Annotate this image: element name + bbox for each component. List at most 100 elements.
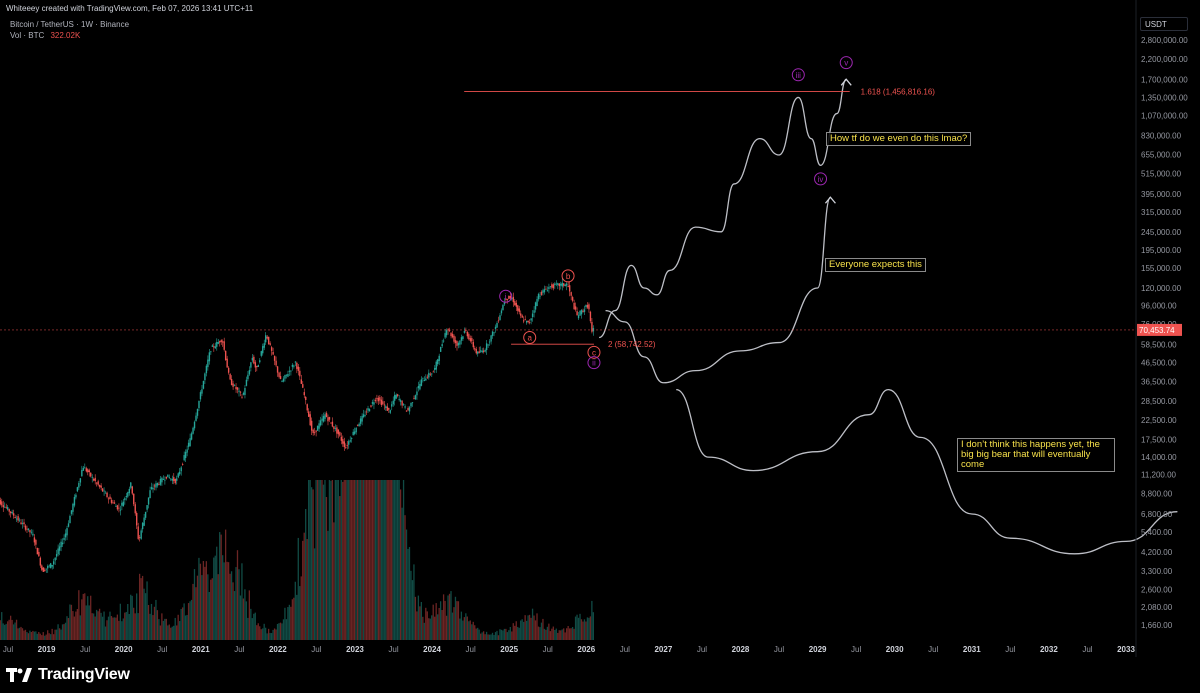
candle-body — [58, 546, 61, 551]
volume-bar — [494, 632, 497, 640]
candle-body — [269, 343, 271, 345]
volume-bar — [345, 480, 347, 640]
wave-label-ii: ii — [592, 359, 596, 368]
candle-body — [0, 499, 1, 505]
candle-body — [445, 330, 448, 336]
price-tick-label: 155,000.00 — [1141, 264, 1182, 273]
volume-bar — [121, 621, 123, 640]
currency-selector[interactable]: USDT — [1140, 17, 1188, 31]
volume-bar — [100, 612, 102, 640]
candle-body — [315, 430, 317, 432]
candle-body — [20, 522, 22, 525]
candle-body — [385, 406, 387, 408]
volume-bar — [586, 617, 589, 640]
candle-body — [395, 394, 397, 399]
candle-body — [11, 511, 13, 514]
candle-body — [267, 336, 270, 344]
note-expected: Everyone expects this — [825, 258, 926, 272]
volume-bar — [405, 529, 408, 640]
candle-body — [12, 513, 15, 516]
volume-bar — [330, 480, 332, 640]
candle-body — [413, 398, 415, 399]
volume-bar — [410, 570, 412, 640]
volume-bar — [528, 614, 531, 640]
volume-bar — [88, 605, 90, 640]
volume-bar — [278, 623, 280, 640]
candle-body — [8, 509, 10, 512]
candle-body — [500, 310, 503, 314]
volume-bar — [339, 496, 341, 640]
volume-bar — [202, 560, 205, 640]
candle-body — [75, 494, 77, 498]
volume-bar — [226, 561, 228, 640]
candle-body — [457, 343, 460, 346]
price-chart[interactable]: 1.618 (1,456,816.16) 2 (58,742.52) i a b c ii… — [0, 0, 1200, 660]
candle-body — [93, 478, 95, 481]
time-tick-label: 2028 — [732, 645, 750, 654]
volume-value: 322.02K — [50, 31, 81, 40]
wave-label-b: b — [566, 272, 571, 281]
candle-body — [76, 487, 79, 492]
candle-body — [371, 402, 374, 404]
time-axis[interactable]: Jul 2019 Jul 2020 Jul 2021 Jul 2022 Jul 2023 Jul 20… — [3, 645, 1136, 654]
tradingview-logo[interactable]: TradingView — [6, 666, 130, 684]
volume-bar — [181, 607, 184, 640]
volume-bar — [580, 619, 583, 640]
candle-body — [373, 402, 375, 405]
price-tick-label: 11,200.00 — [1141, 471, 1177, 480]
price-axis[interactable]: 2,800,000.00 2,200,000.00 1,700,000.00 1,35… — [0, 0, 1188, 657]
price-tick-label: 195,000.00 — [1141, 246, 1182, 255]
price-tick-label: 96,000.00 — [1141, 302, 1177, 311]
wave-label-circle — [523, 330, 537, 344]
price-tick-label: 2,800,000.00 — [1141, 36, 1188, 45]
projection-layer — [598, 78, 1178, 555]
candle-body — [313, 432, 316, 434]
volume-bar — [233, 591, 236, 640]
time-tick-label: 2026 — [577, 645, 595, 654]
candle-body — [411, 402, 414, 404]
volume-label: Vol · BTC — [10, 31, 45, 40]
volume-bar — [312, 489, 314, 640]
volume-bar — [543, 628, 546, 640]
candle-body — [85, 468, 87, 472]
volume-bar — [253, 613, 255, 640]
volume-bar — [439, 601, 442, 640]
volume-bar — [186, 614, 188, 640]
candle-body — [220, 340, 222, 342]
volume-bar — [379, 480, 381, 640]
wave-label-circle — [561, 269, 575, 283]
volume-bar — [112, 617, 114, 640]
volume-bar — [158, 619, 160, 640]
volume-bar — [84, 593, 86, 640]
volume-bar — [472, 621, 474, 640]
candle-body — [263, 343, 265, 348]
candle-body — [583, 309, 586, 312]
candle-body — [72, 503, 74, 512]
volume-bar — [279, 622, 282, 640]
volume-bar — [468, 621, 470, 640]
candle-body — [260, 351, 262, 356]
candle-body — [503, 301, 506, 305]
volume-bar — [411, 580, 414, 640]
candle-body — [459, 340, 461, 345]
time-tick-label: 2022 — [269, 645, 287, 654]
candle-body — [351, 438, 353, 439]
time-tick-label: Jul — [1082, 645, 1092, 654]
wave-label-circle — [791, 68, 805, 82]
candle-body — [205, 365, 208, 374]
volume-bar — [66, 616, 68, 640]
candle-body — [367, 408, 369, 411]
candle-body — [61, 542, 64, 545]
candle-body — [487, 344, 489, 346]
volume-bar — [402, 480, 405, 640]
volume-bar — [531, 608, 534, 640]
wave-label-circle — [499, 289, 513, 303]
volume-bar — [560, 630, 562, 640]
time-tick-label: 2025 — [500, 645, 518, 654]
volume-bar — [149, 613, 151, 640]
candle-body — [331, 421, 334, 427]
brand-name: TradingView — [38, 666, 130, 683]
volume-bar — [155, 599, 157, 640]
volume-bar — [27, 633, 30, 640]
candle-body — [156, 482, 159, 486]
